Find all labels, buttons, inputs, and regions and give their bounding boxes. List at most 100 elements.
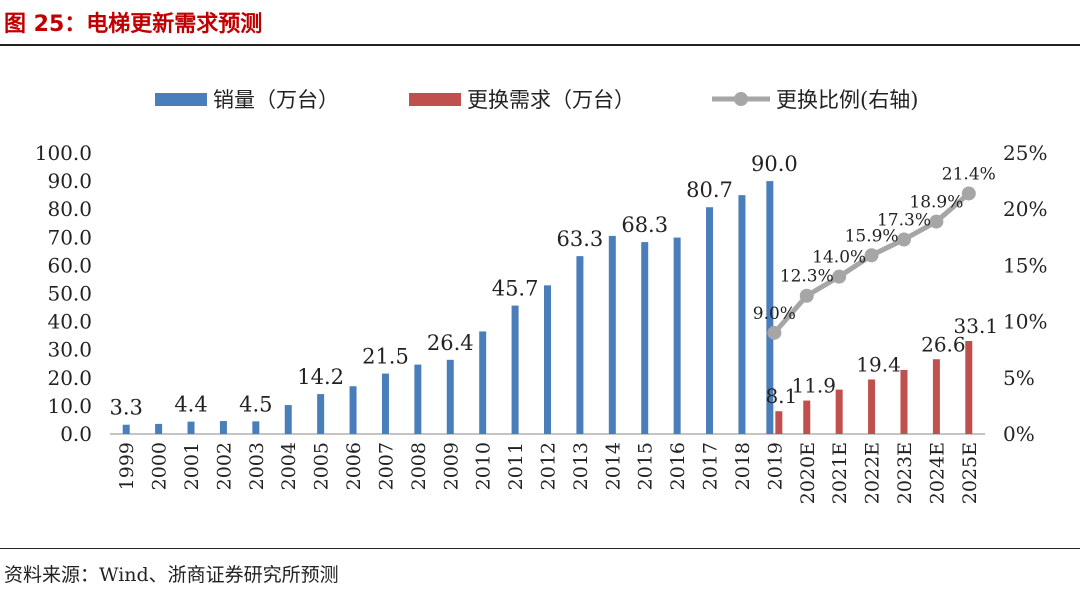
ratio-point — [961, 186, 976, 201]
bar-demand — [868, 379, 876, 434]
x-tick-label: 2018 — [732, 442, 754, 490]
bar-demand — [803, 400, 811, 434]
legend-marker-ratio — [734, 92, 748, 106]
data-label-demand: 19.4 — [856, 352, 901, 376]
x-tick-label: 2019 — [764, 442, 786, 490]
data-label-demand: 11.9 — [791, 374, 836, 398]
ratio-line — [767, 186, 976, 340]
bar-demand — [965, 340, 973, 434]
bar-sales — [317, 394, 325, 434]
axes: 0.0 10.0 20.0 30.0 40.0 50.0 60.0 70.0 80.0 90.0 1… — [35, 141, 1048, 504]
bar-sales — [738, 195, 746, 434]
data-labels: 3.3 4.4 4.5 14.2 21.5 26.4 45.7 63.3 68.3 80.7 90.… — [110, 152, 999, 420]
ratio-point — [896, 232, 911, 247]
bar-sales — [673, 237, 681, 434]
bar-sales — [608, 235, 616, 434]
bar-sales — [511, 305, 519, 434]
data-label-ratio: 18.9% — [909, 193, 963, 213]
bar-sales — [252, 421, 260, 434]
data-label-demand: 33.1 — [954, 314, 999, 338]
y-tick-label: 90.0 — [47, 169, 92, 193]
elevator-demand-chart: 销量（万台） 更换需求（万台） 更换比例(右轴) 0.0 10.0 20.0 30.0… — [35, 88, 1048, 504]
y-tick-label: 0.0 — [60, 422, 92, 446]
data-label-sales: 63.3 — [557, 227, 604, 251]
x-tick-label: 1999 — [116, 442, 138, 490]
bar-sales — [122, 424, 130, 434]
x-tick-label: 2023E — [894, 442, 916, 504]
ratio-point — [799, 288, 814, 303]
data-label-sales: 26.4 — [427, 331, 474, 355]
data-label-sales: 45.7 — [492, 277, 539, 301]
data-label-sales: 14.2 — [297, 365, 344, 389]
x-tick-label: 2020E — [797, 442, 819, 504]
y-tick-label: 80.0 — [47, 197, 92, 221]
y2-tick-label: 10% — [1003, 310, 1047, 334]
data-label-ratio: 15.9% — [845, 226, 899, 246]
bar-sales — [414, 364, 422, 434]
data-label-sales: 3.3 — [110, 396, 143, 420]
figure-title: 图 25：电梯更新需求预测 — [4, 12, 263, 37]
x-tick-label: 2006 — [343, 442, 365, 490]
y-tick-label: 30.0 — [47, 338, 92, 362]
x-tick-label: 2002 — [213, 442, 235, 490]
data-label-ratio: 21.4% — [942, 164, 996, 184]
bar-sales — [349, 386, 357, 434]
legend-label-ratio: 更换比例(右轴) — [776, 88, 918, 112]
y2-tick-label: 5% — [1003, 366, 1035, 390]
y-tick-label: 100.0 — [35, 141, 92, 165]
x-tick-label: 2021E — [829, 442, 851, 504]
x-tick-label: 2011 — [505, 442, 527, 490]
bottom-rule — [0, 548, 1080, 549]
legend-label-sales: 销量（万台） — [213, 88, 339, 112]
bar-demand — [900, 369, 908, 434]
x-tick-label: 2003 — [246, 442, 268, 490]
data-label-sales: 4.4 — [174, 393, 207, 417]
y2-tick-label: 0% — [1003, 422, 1035, 446]
ratio-point — [767, 325, 782, 340]
data-label-sales: 90.0 — [751, 152, 798, 176]
x-tick-label: 2010 — [473, 442, 495, 490]
bar-sales — [381, 373, 389, 434]
top-rule — [0, 44, 1080, 46]
bar-demand — [932, 359, 940, 434]
x-tick-label: 2024E — [926, 442, 948, 504]
y2-tick-label: 25% — [1003, 141, 1047, 165]
legend-label-demand: 更换需求（万台） — [467, 88, 635, 112]
x-tick-label: 2007 — [375, 442, 397, 490]
x-tick-label: 2017 — [700, 442, 722, 490]
x-tick-label: 2014 — [602, 442, 624, 490]
y-tick-label: 10.0 — [47, 394, 92, 418]
y-tick-label: 70.0 — [47, 225, 92, 249]
data-label-sales: 4.5 — [239, 392, 272, 416]
y-tick-label: 20.0 — [47, 366, 92, 390]
source-note: 资料来源：Wind、浙商证券研究所预测 — [4, 564, 339, 586]
y-tick-label: 60.0 — [47, 253, 92, 277]
bar-sales — [641, 242, 649, 434]
data-label-ratio: 12.3% — [780, 267, 834, 287]
y-tick-label: 40.0 — [47, 310, 92, 334]
bar-sales — [576, 256, 584, 434]
y-tick-label: 50.0 — [47, 282, 92, 306]
legend: 销量（万台） 更换需求（万台） 更换比例(右轴) — [155, 88, 918, 112]
ratio-point — [864, 248, 879, 263]
bar-sales — [766, 181, 774, 434]
x-tick-label: 2001 — [181, 442, 203, 490]
bar-sales — [187, 421, 195, 434]
bars — [122, 181, 973, 434]
data-label-demand: 26.6 — [921, 332, 966, 356]
ratio-series-line — [772, 191, 971, 335]
legend-swatch-demand — [409, 93, 461, 106]
bar-sales — [446, 359, 454, 434]
data-label-ratio: 17.3% — [877, 211, 931, 231]
ratio-point — [832, 269, 847, 284]
data-label-sales: 68.3 — [621, 213, 668, 237]
x-tick-label: 2004 — [278, 442, 300, 490]
data-label-ratio: 9.0% — [753, 304, 796, 324]
x-tick-label: 2025E — [959, 442, 981, 504]
legend-swatch-sales — [155, 93, 207, 106]
bar-sales — [155, 423, 163, 434]
data-label-demand: 8.1 — [765, 384, 797, 408]
x-tick-label: 2015 — [635, 442, 657, 490]
bar-sales — [219, 421, 227, 434]
ratio-point — [929, 214, 944, 229]
